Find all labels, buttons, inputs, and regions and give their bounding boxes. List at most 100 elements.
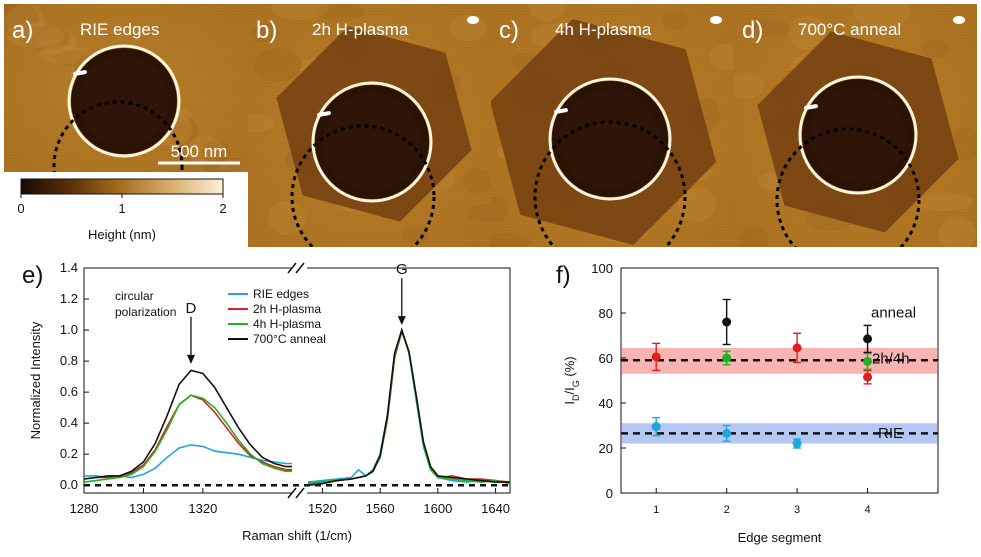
legend-entry: 2h H-plasma — [253, 302, 321, 316]
y-axis-label-part: D — [571, 394, 581, 401]
afm-texture-blob — [491, 233, 531, 247]
afm-texture-blob — [740, 226, 768, 247]
afm-texture-blob — [709, 44, 734, 70]
peak-arrow-head — [397, 316, 406, 326]
axis-break-mark — [287, 262, 297, 274]
y-tick-label: 0.4 — [60, 415, 78, 430]
colorbar-tick-2: 2 — [219, 201, 226, 216]
axis-break-mark — [295, 262, 305, 274]
legend-entry: RIE edges — [253, 287, 309, 301]
afm-texture-blob — [952, 127, 977, 161]
panel-title: 700°C anneal — [798, 20, 901, 39]
dashed-guide-circle — [775, 127, 921, 247]
afm-texture-blob — [6, 4, 44, 38]
y-axis-label-part: G — [571, 380, 581, 387]
data-point — [792, 439, 802, 448]
raman-spectra-chart: e) 0.0 0.2 0.4 0.6 0.8 1.0 1.2 1.4 1280 1300 1320 15… — [22, 260, 511, 543]
y-tick-label: 0.6 — [60, 384, 78, 399]
inset-text: circular — [115, 289, 154, 303]
x-tick-label: 1640 — [481, 501, 510, 516]
data-point — [651, 422, 661, 432]
afm-texture-blob — [4, 4, 18, 13]
hole-edge — [548, 77, 672, 201]
afm-texture-blob — [316, 4, 364, 21]
peak-label-G: G — [396, 261, 408, 278]
y-tick-label: 0.0 — [60, 477, 78, 492]
afm-texture-blob — [38, 28, 76, 54]
band-label-anneal: anneal — [871, 305, 916, 322]
legend-entry: 4h H-plasma — [253, 317, 321, 331]
afm-texture-blob — [254, 48, 302, 82]
afm-texture-blob — [466, 204, 491, 222]
afm-texture-blob — [788, 16, 826, 50]
colorbar-label: Height (nm) — [88, 227, 156, 242]
afm-texture-blob — [528, 4, 566, 21]
y-axis-label-part: I — [562, 401, 577, 405]
x-tick-label: 1520 — [308, 501, 337, 516]
y-axis-label: ID/IG (%) — [562, 356, 581, 404]
hole-texture — [810, 87, 906, 183]
panel-letter: d) — [742, 17, 763, 44]
afm-panel-1: a) RIE edges 500 nm — [4, 4, 248, 172]
data-point — [722, 428, 732, 438]
panel-letter: a) — [12, 17, 33, 44]
peak-arrow-head — [186, 354, 195, 364]
afm-texture-blob — [202, 157, 248, 172]
afm-texture-blob — [38, 46, 96, 64]
dashed-guide-circle — [52, 100, 184, 172]
x-tick-label: 1280 — [70, 501, 99, 516]
afm-texture-blob — [938, 217, 976, 247]
band-label-2h4h: 2h/4h — [872, 351, 910, 368]
dashed-guide-circle — [290, 124, 436, 247]
afm-texture-blob — [268, 201, 306, 235]
afm-texture-blob — [491, 197, 508, 223]
x-axis-label: Edge segment — [738, 530, 822, 545]
colorbar-tick-1: 1 — [118, 201, 125, 216]
marker-particle — [73, 70, 87, 76]
data-point — [722, 317, 732, 327]
afm-texture-blob — [6, 22, 64, 48]
data-point — [792, 343, 802, 353]
hole-edge — [311, 81, 433, 203]
x-tick-label: 1300 — [129, 501, 158, 516]
x-tick-label: 4 — [864, 504, 870, 516]
afm-texture-blob — [4, 4, 38, 35]
data-point — [863, 372, 873, 382]
afm-texture-blob — [248, 114, 275, 132]
plot-frame — [620, 267, 939, 494]
panel-letter-f: f) — [556, 262, 571, 289]
x-tick-label: 3 — [794, 504, 800, 516]
afm-texture-blob — [202, 139, 230, 165]
surface-particle — [467, 16, 479, 24]
data-point — [863, 334, 873, 344]
afm-texture-blob — [22, 25, 70, 51]
dashed-guide-circle — [533, 120, 687, 247]
afm-texture-blob — [186, 136, 224, 162]
axis-break-mark — [295, 487, 305, 499]
hole-edge — [67, 44, 181, 158]
band-label-rie: RIE — [878, 425, 903, 442]
afm-texture-blob — [170, 115, 198, 149]
x-tick-label: 1 — [653, 504, 659, 516]
panel-letter: c) — [499, 17, 519, 44]
peak-label-D: D — [186, 300, 197, 317]
y-tick-label: 20 — [599, 441, 613, 456]
colorbar: 0 1 2 Height (nm) — [17, 178, 227, 242]
afm-texture-blob — [401, 225, 429, 243]
colorbar-tick-0: 0 — [17, 201, 24, 216]
afm-texture-blob — [853, 4, 911, 29]
series-line-d_band — [83, 394, 292, 480]
x-axis-label: Raman shift (1/cm) — [242, 528, 352, 543]
y-axis-label-part: /I — [562, 387, 577, 394]
marker-particle — [554, 108, 568, 114]
afm-panel-3: c) 4h H-plasma — [491, 4, 734, 247]
afm-texture-blob — [678, 188, 716, 222]
panel-title: RIE edges — [80, 20, 159, 39]
panel-letter: b) — [256, 17, 277, 44]
panel-title: 4h H-plasma — [555, 20, 652, 39]
afm-panel-2: b) 2h H-plasma — [248, 4, 491, 247]
id-ig-chart: f) 0 20 40 60 80 100 1 2 3 4 Edge segment ID/IG (%) a… — [556, 261, 939, 545]
surface-particle — [710, 16, 722, 24]
y-tick-label: 80 — [599, 306, 613, 321]
